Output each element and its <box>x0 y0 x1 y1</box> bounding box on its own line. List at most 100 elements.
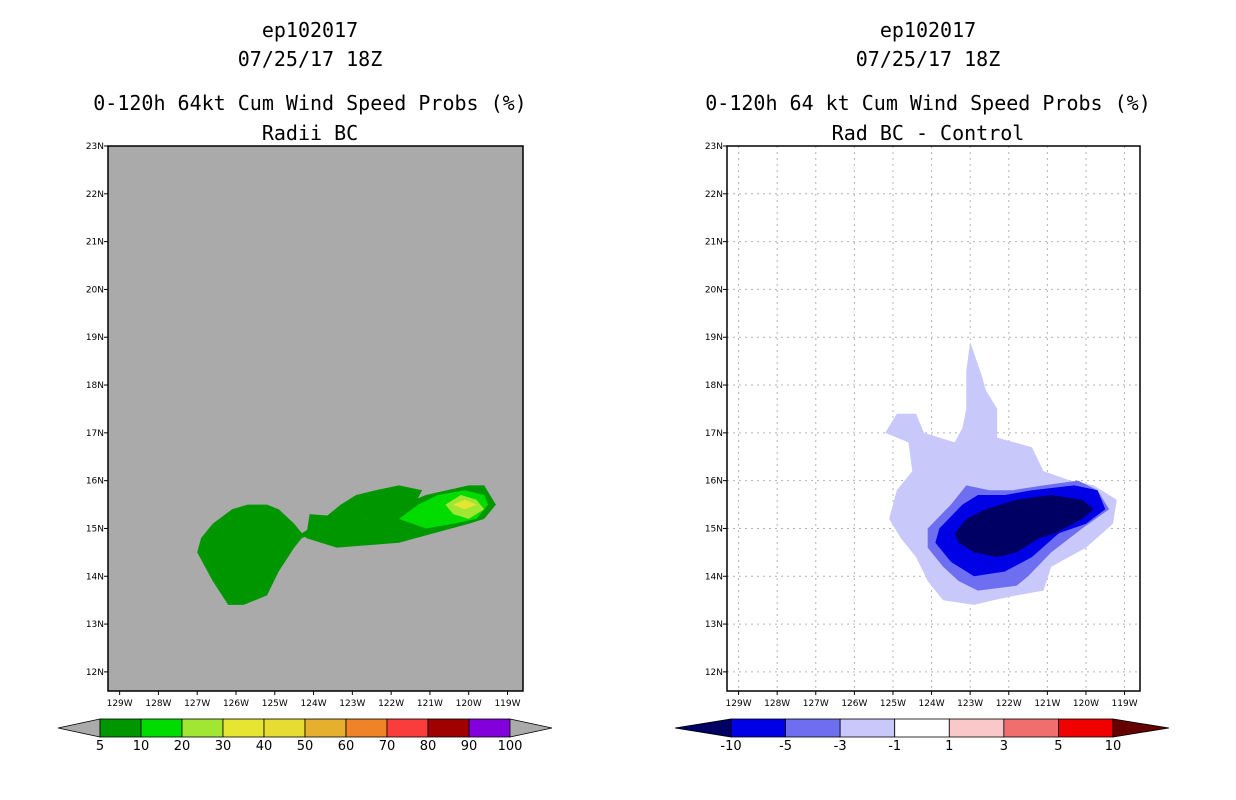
x-tick-label: 127W <box>803 699 829 709</box>
colorbar-swatch <box>345 718 388 738</box>
y-tick-label: 13N <box>86 620 104 630</box>
grid-lines <box>727 145 1140 691</box>
colorbar-label: 10 <box>133 739 150 754</box>
axis-labels: 129W 128W 127W 126W 125W 124W 123W 122W 121W 120W… <box>86 142 521 709</box>
x-tick-label: 125W <box>262 699 288 709</box>
x-tick-label: 129W <box>726 699 752 709</box>
colorbar-swatch <box>894 718 950 738</box>
colorbar-under-arrow <box>57 718 101 738</box>
plot-background <box>108 146 523 691</box>
x-tick-label: 122W <box>378 699 404 709</box>
y-tick-label: 20N <box>86 285 104 295</box>
x-tick-label: 124W <box>919 699 945 709</box>
y-tick-label: 17N <box>86 429 104 439</box>
y-tick-label: 17N <box>705 429 723 439</box>
axis-labels: 129W 128W 127W 126W 125W 124W 123W 122W 121W 120W… <box>705 142 1138 709</box>
y-tick-label: 18N <box>705 381 723 391</box>
y-tick-label: 12N <box>86 668 104 678</box>
y-tick-label: 16N <box>86 477 104 487</box>
colorbar-label: 5 <box>96 739 104 754</box>
x-tick-label: 125W <box>880 699 906 709</box>
right-date: 07/25/17 18Z <box>855 47 1001 71</box>
colorbar-label: -3 <box>834 739 847 754</box>
y-tick-label: 14N <box>86 572 104 582</box>
colorbar-swatch <box>222 718 265 738</box>
x-tick-label: 119W <box>1112 699 1138 709</box>
left-colorbar: 5 10 20 30 40 50 60 70 80 90 100 <box>57 718 553 754</box>
colorbar-label: 40 <box>256 739 273 754</box>
right-chart-title: 0-120h 64 kt Cum Wind Speed Probs (%) <box>705 91 1151 115</box>
colorbar-label: 1 <box>945 739 953 754</box>
y-tick-label: 12N <box>705 668 723 678</box>
contour-5-10 <box>197 485 423 605</box>
x-tick-label: 121W <box>417 699 443 709</box>
plot-frame <box>726 145 1141 692</box>
x-tick-label: 119W <box>494 699 520 709</box>
colorbar-label: 70 <box>379 739 396 754</box>
x-tick-label: 123W <box>957 699 983 709</box>
left-map-panel: 129W 128W 127W 126W 125W 124W 123W 122W 121W 120W… <box>86 142 524 709</box>
colorbar-label: -1 <box>888 739 901 754</box>
x-tick-label: 128W <box>145 699 171 709</box>
y-tick-label: 16N <box>705 477 723 487</box>
y-tick-label: 20N <box>705 285 723 295</box>
y-tick-label: 22N <box>705 190 723 200</box>
contour--10 <box>954 495 1094 558</box>
y-tick-label: 14N <box>705 572 723 582</box>
contour-fills <box>885 342 1117 605</box>
left-chart-subtitle: Radii BC <box>261 121 359 145</box>
colorbar-swatch <box>1058 718 1114 738</box>
contour-fills <box>197 485 496 605</box>
colorbar-swatch <box>468 718 511 738</box>
colorbar-swatch <box>1003 718 1059 738</box>
colorbar-label: -10 <box>720 739 741 754</box>
x-tick-label: 121W <box>1034 699 1060 709</box>
colorbar-label: 3 <box>1000 739 1008 754</box>
x-tick-label: 127W <box>184 699 210 709</box>
y-tick-label: 23N <box>86 142 104 152</box>
y-tick-label: 19N <box>86 333 104 343</box>
plot-background <box>727 146 1140 691</box>
contour-30-40 <box>453 499 477 510</box>
colorbar-label: 90 <box>461 739 478 754</box>
colorbar-label: 10 <box>1105 739 1122 754</box>
colorbar-swatch <box>263 718 306 738</box>
colorbar-swatch <box>785 718 841 738</box>
y-tick-label: 15N <box>705 524 723 534</box>
x-tick-label: 124W <box>301 699 327 709</box>
colorbar-swatch <box>948 718 1005 738</box>
y-tick-label: 13N <box>705 620 723 630</box>
colorbar-label: 20 <box>174 739 191 754</box>
colorbar-swatch <box>839 718 896 738</box>
x-tick-label: 123W <box>339 699 365 709</box>
right-storm-id: ep102017 <box>879 18 977 42</box>
y-tick-label: 21N <box>86 238 104 248</box>
colorbar-label: 30 <box>215 739 232 754</box>
x-tick-label: 126W <box>223 699 249 709</box>
colorbar-swatch <box>304 718 347 738</box>
right-colorbar: -10 -5 -3 -1 1 3 5 10 <box>674 718 1170 754</box>
x-tick-label: 129W <box>107 699 133 709</box>
colorbar-label: 80 <box>420 739 437 754</box>
x-tick-label: 120W <box>1073 699 1099 709</box>
y-tick-label: 18N <box>86 381 104 391</box>
y-tick-label: 21N <box>705 238 723 248</box>
right-chart-subtitle: Rad BC - Control <box>831 121 1025 145</box>
left-storm-id: ep102017 <box>261 18 359 42</box>
colorbar-label: 5 <box>1054 739 1062 754</box>
colorbar-over-arrow <box>1112 718 1170 738</box>
colorbar-over-arrow <box>509 718 553 738</box>
colorbar-swatch <box>99 718 142 738</box>
plot-frame <box>107 145 524 692</box>
x-tick-label: 120W <box>456 699 482 709</box>
y-tick-label: 15N <box>86 524 104 534</box>
colorbar-swatch <box>140 718 183 738</box>
colorbar-label: 50 <box>297 739 314 754</box>
x-tick-label: 122W <box>996 699 1022 709</box>
y-tick-label: 23N <box>705 142 723 152</box>
x-tick-label: 128W <box>764 699 790 709</box>
colorbar-swatch <box>386 718 429 738</box>
colorbar-under-arrow <box>674 718 732 738</box>
colorbar-label: 60 <box>338 739 355 754</box>
colorbar-swatch <box>427 718 470 738</box>
